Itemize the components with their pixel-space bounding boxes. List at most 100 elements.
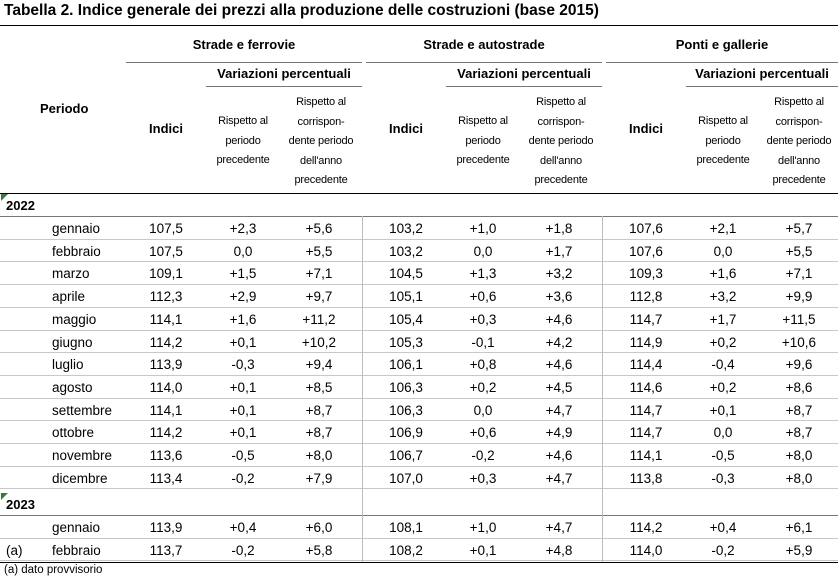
variazione-periodo-cell: -0,3 [231,357,255,373]
variazione-periodo-cell: +0,8 [469,357,497,373]
variazione-periodo-cell: +0,1 [709,402,737,418]
footnote: (a) dato provvisorio [4,564,103,576]
group-header-ponti-gallerie: Ponti e gallerie [675,37,769,52]
month-label: marzo [52,266,90,282]
month-label: settembre [52,402,113,418]
variazione-periodo-cell: -0,2 [711,542,735,558]
variazione-periodo-cell: 0,0 [713,243,733,259]
month-label: novembre [52,448,113,463]
variazione-periodo-cell: +0,2 [469,379,497,395]
variazione-anno-cell: +7,9 [305,470,333,486]
header-line: corrispon- [775,115,823,128]
header-line: corrispon- [297,115,345,128]
rispetto-anno-header: Rispetto al corrispon-dente periodo dell'a… [760,93,838,191]
periodo-header: Periodo [40,101,89,116]
indice-cell: 106,9 [389,425,423,441]
variazione-periodo-cell: +2,1 [709,221,737,236]
indice-cell: 108,2 [389,542,423,558]
year-label-2023: 2023 [6,497,35,512]
variazione-periodo-cell: +0,3 [469,470,497,486]
row-rule [0,261,838,263]
indice-cell: 112,8 [629,289,663,305]
row-rule [0,329,838,331]
rispetto-periodo-header: Rispetto al periodo precedente [446,112,520,171]
indice-cell: 114,0 [629,542,663,558]
variazione-periodo-cell: +0,1 [229,379,257,395]
variazioni-header: Variazioni percentuali [695,66,829,81]
header-line: Rispetto al [218,115,268,127]
table-row: febbraio 107,5 0,0 +5,5 103,2 0,0 +1,7 107,6 0,0… [0,240,838,263]
variazione-periodo-cell: +0,4 [709,520,737,535]
month-label: agosto [52,379,93,395]
indice-cell: 107,5 [149,243,183,259]
variazione-anno-cell: +1,8 [545,221,573,236]
variazione-periodo-cell: 0,0 [473,243,493,259]
variazione-anno-cell: +9,9 [785,289,813,305]
variazione-anno-cell: +4,8 [545,542,573,558]
header-line: precedente [456,154,510,167]
table-row: ottobre 114,2 +0,1 +8,7 106,9 +0,6 +4,9 114,7 0,… [0,421,838,444]
variazione-anno-cell: +5,5 [305,243,333,259]
variazione-anno-cell: +8,6 [785,379,813,395]
variazione-anno-cell: +6,0 [305,520,333,535]
table-row: gennaio 107,5 +2,3 +5,6 103,2 +1,0 +1,8 107,6 +2… [0,217,838,240]
variazione-anno-cell: +4,7 [545,520,573,535]
indici-header: Indici [389,121,423,136]
indice-cell: 105,4 [389,311,423,327]
header-line: precedente [216,154,270,167]
indice-cell: 109,1 [149,266,183,282]
year-rule [0,515,838,516]
header-line: precedente [772,174,826,187]
row-rule [0,306,838,308]
row-rule [0,465,838,467]
variazione-periodo-cell: +0,6 [469,289,497,305]
variazione-periodo-cell: +0,1 [469,542,497,558]
indice-cell: 114,0 [149,379,183,395]
variazioni-rule [206,86,362,87]
group-header-strade-autostrade: Strade e autostrade [423,37,545,52]
variazione-periodo-cell: +1,5 [229,266,257,282]
row-rule [0,352,838,354]
header-line: corrispon- [537,115,585,128]
indice-cell: 107,0 [389,470,423,486]
header-line: Rispetto al [458,115,508,127]
row-rule [0,374,838,376]
indice-cell: 103,2 [389,243,423,259]
month-label: gennaio [52,221,101,236]
variazione-anno-cell: +1,7 [545,243,573,259]
variazione-periodo-cell: +1,0 [469,520,497,535]
variazione-anno-cell: +9,7 [305,289,333,305]
variazione-anno-cell: +9,6 [785,357,813,373]
indice-cell: 114,7 [629,425,663,441]
row-rule [0,238,838,240]
variazione-periodo-cell: +3,2 [709,289,737,305]
variazione-periodo-cell: +2,3 [229,221,257,236]
variazione-anno-cell: +5,6 [305,221,333,236]
variazione-periodo-cell: +0,4 [229,520,257,535]
variazione-periodo-cell: -0,3 [711,470,735,486]
row-rule [0,443,838,444]
indice-cell: 107,5 [149,221,183,236]
indice-cell: 113,4 [149,470,183,486]
header-line: periodo [705,134,741,147]
indici-header: Indici [149,121,183,136]
variazione-anno-cell: +3,2 [545,266,573,282]
group-rule [126,62,362,63]
indice-cell: 113,7 [149,542,183,558]
variazione-periodo-cell: -0,1 [471,334,495,350]
variazione-anno-cell: +10,6 [781,334,817,350]
variazione-anno-cell: +5,9 [785,542,813,558]
indice-cell: 104,5 [389,266,423,282]
header-line: dente periodo [528,135,594,148]
variazione-periodo-cell: +0,1 [229,425,257,441]
table-row: dicembre 113,4 -0,2 +7,9 107,0 +0,3 +4,7 113,8 -… [0,467,838,490]
variazione-anno-cell: +4,6 [545,357,573,373]
header-line: dell'anno [778,154,820,167]
header-line: precedente [294,174,348,187]
header-line: periodo [465,134,501,147]
row-note: (a) [6,542,23,558]
table-row: settembre 114,1 +0,1 +8,7 106,3 0,0 +4,7 114,7 +… [0,399,838,422]
row-rule [0,420,838,422]
variazione-anno-cell: +8,0 [785,470,813,486]
variazione-periodo-cell: 0,0 [233,243,253,259]
